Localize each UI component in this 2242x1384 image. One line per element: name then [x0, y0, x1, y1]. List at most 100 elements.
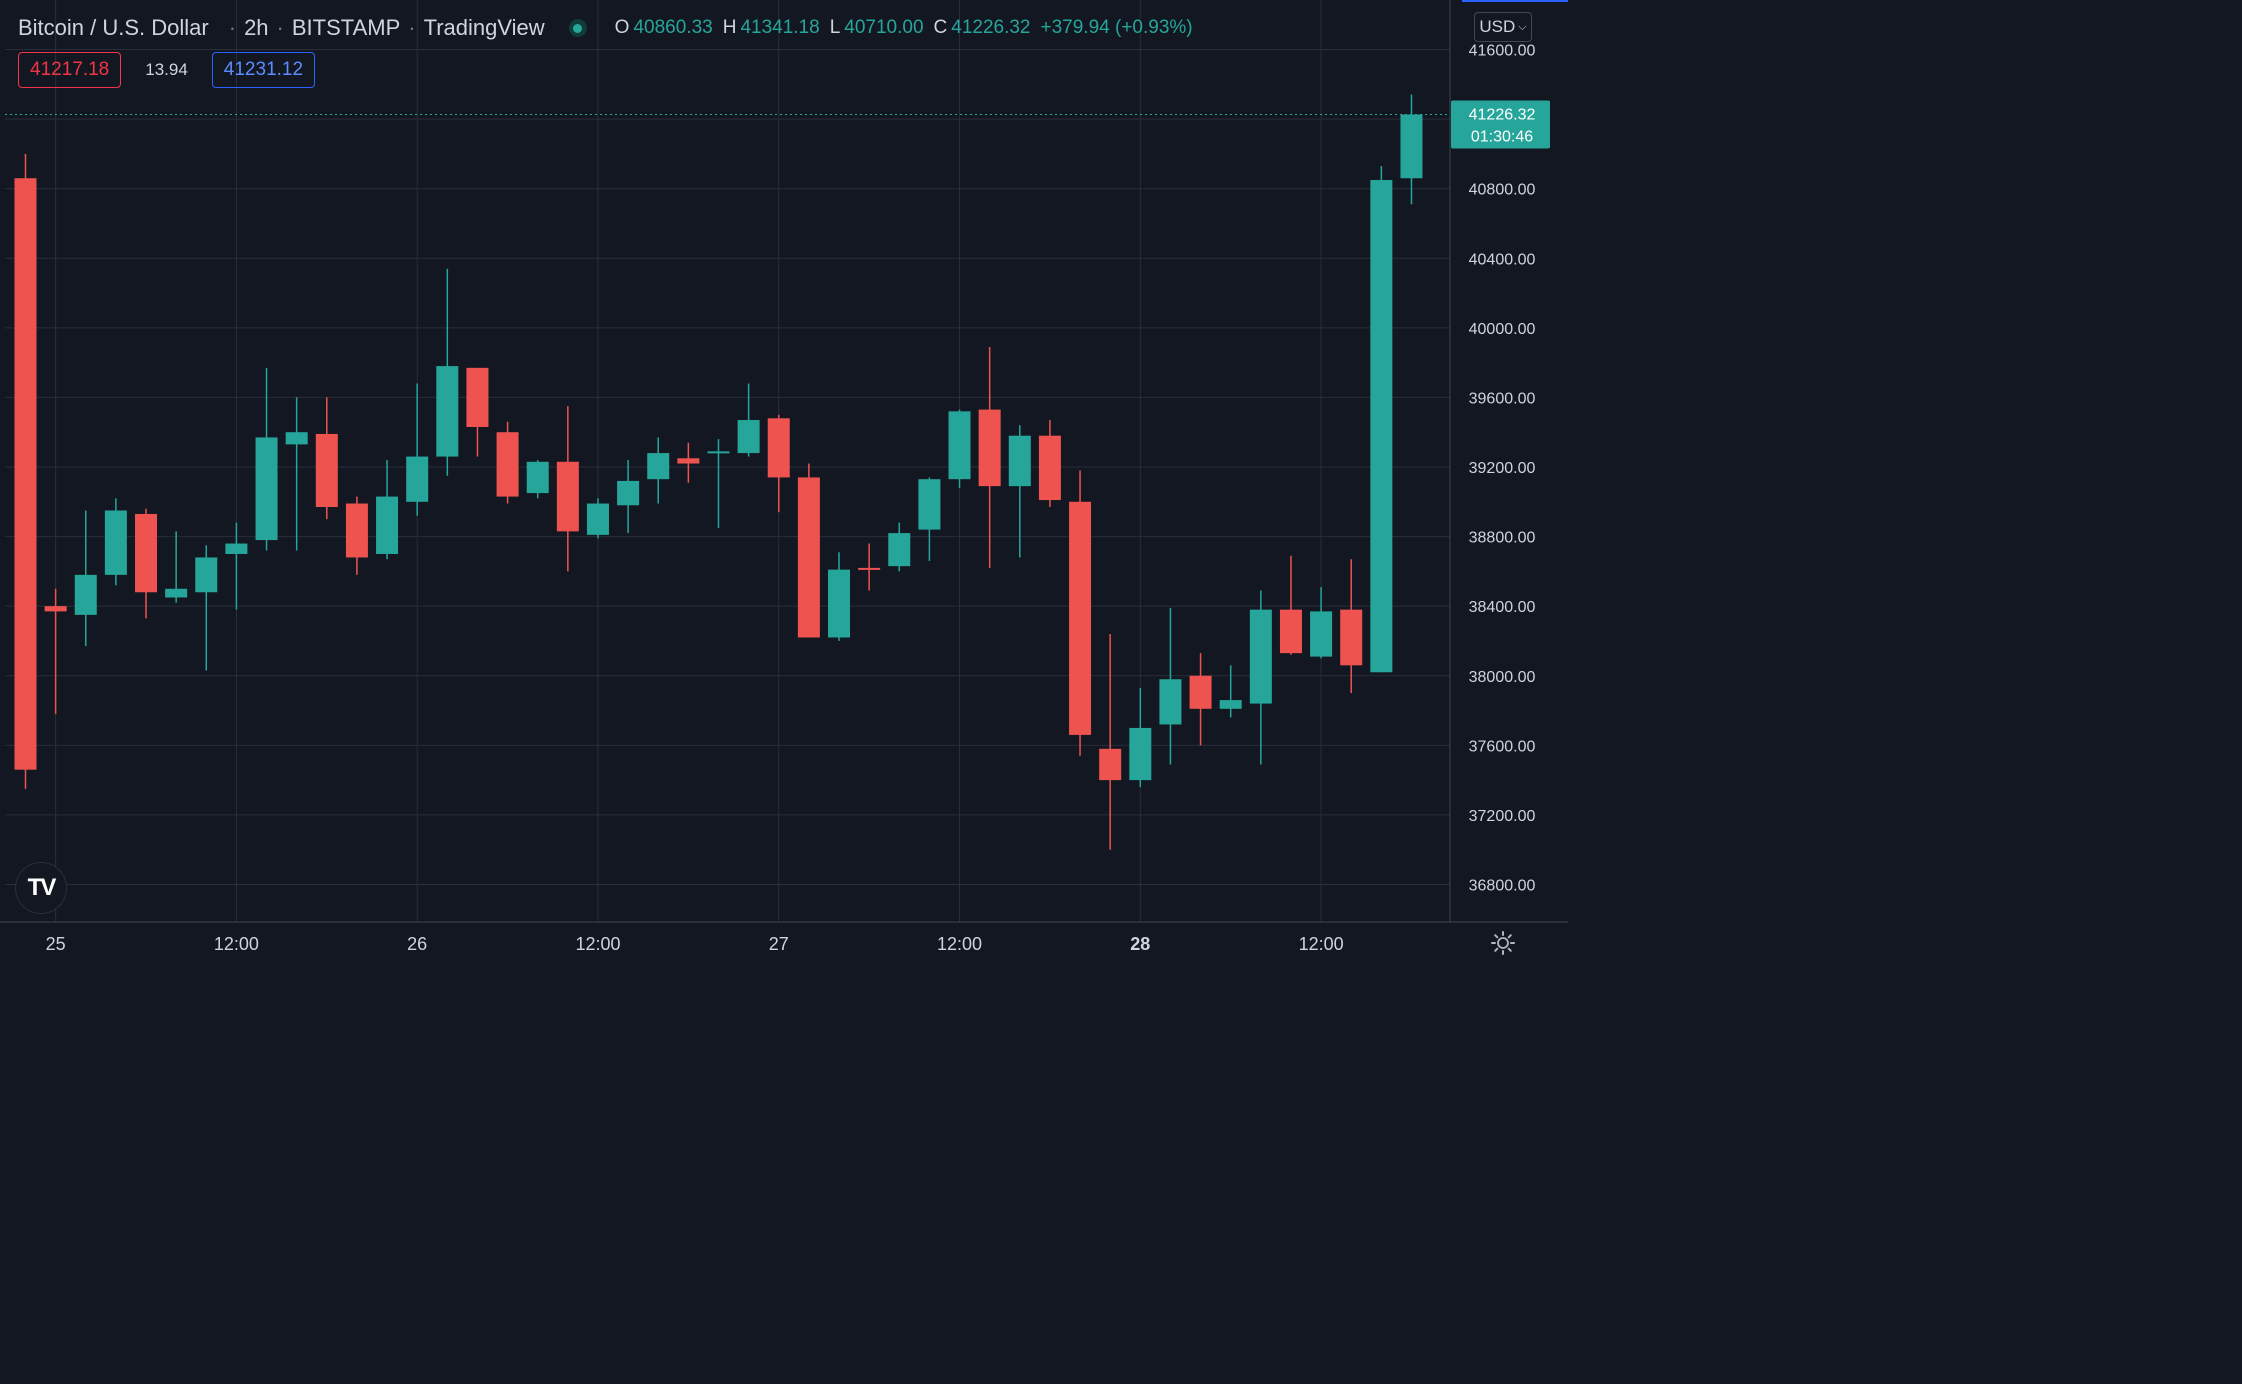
candle — [44, 588, 67, 715]
candle — [1400, 94, 1423, 205]
candle — [797, 463, 820, 638]
candle — [1038, 420, 1061, 508]
candle — [14, 153, 37, 789]
top-accent-bar — [1462, 0, 1568, 2]
symbol-title[interactable]: Bitcoin / U.S. Dollar — [18, 15, 209, 40]
candle — [1340, 559, 1363, 694]
candle — [1310, 587, 1333, 659]
separator: · — [408, 15, 416, 40]
candle — [165, 531, 188, 603]
candle-body — [1340, 609, 1363, 666]
last-price-label: 41226.32 — [1469, 107, 1536, 124]
last-price-badge — [1451, 100, 1550, 149]
candle-body — [707, 451, 730, 454]
price-tick-label: 38800.00 — [1469, 530, 1536, 547]
time-tick-label: 12:00 — [214, 934, 259, 954]
open-value: 40860.33 — [633, 17, 713, 38]
candle-body — [1038, 435, 1061, 501]
candle-body — [1279, 609, 1302, 654]
last-price-layer: 41226.32 01:30:46 — [5, 100, 1550, 149]
price-tick-label: 38400.00 — [1469, 599, 1536, 616]
currency-selector[interactable]: USD ⌵ — [1474, 12, 1532, 42]
candle-body — [1310, 611, 1333, 657]
candle-body — [345, 503, 368, 558]
sell-price-button[interactable]: 41217.18 — [18, 52, 122, 88]
price-tick-label: 40400.00 — [1469, 251, 1536, 268]
change-value: +379.94 (+0.93%) — [1040, 17, 1193, 38]
candle-body — [948, 411, 971, 480]
candle-body — [406, 456, 429, 502]
candle-body — [1159, 679, 1182, 725]
candle — [767, 414, 790, 513]
grid-lines — [5, 0, 1450, 922]
candle — [255, 367, 278, 551]
candle-body — [1129, 727, 1152, 781]
buy-price-button[interactable]: 41231.12 — [211, 52, 316, 88]
price-tick-label: 37200.00 — [1469, 808, 1536, 825]
close-value: 41226.32 — [951, 17, 1031, 38]
candle — [74, 510, 97, 647]
candle-body — [586, 503, 609, 535]
price-tick-label: 38000.00 — [1469, 669, 1536, 686]
candle-body — [165, 588, 188, 598]
candle — [1249, 590, 1272, 765]
candle — [1370, 166, 1393, 673]
price-tick-label: 39200.00 — [1469, 460, 1536, 477]
chevron-down-icon: ⌵ — [1518, 20, 1527, 33]
live-status-dot-icon — [568, 19, 587, 37]
candle-body — [195, 557, 218, 593]
candle-body — [858, 567, 881, 570]
time-tick-label: 27 — [769, 934, 789, 954]
candle-body — [1189, 675, 1212, 709]
candle-body — [315, 433, 338, 508]
candle-body — [918, 479, 941, 530]
price-tick-label: 40000.00 — [1469, 321, 1536, 338]
separator: · — [276, 15, 284, 40]
candle — [1008, 425, 1031, 558]
candle-body — [44, 606, 67, 612]
price-tick-label: 41600.00 — [1469, 43, 1536, 60]
candle — [677, 442, 700, 483]
candle — [436, 268, 459, 476]
price-tick-label: 36800.00 — [1469, 878, 1536, 895]
ohlc-values: O 40860.33 H 41341.18 L 40710.00 C 41226.32 … — [615, 17, 1199, 39]
candle-body — [255, 437, 278, 541]
settings-gear-icon[interactable] — [1490, 930, 1516, 956]
candle-body — [135, 513, 158, 593]
candle — [496, 421, 519, 504]
candle-body — [828, 569, 851, 638]
candle-body — [677, 458, 700, 464]
candle-body — [888, 533, 911, 567]
platform-label: TradingView — [423, 15, 545, 40]
high-label: H — [722, 17, 737, 38]
candle — [1159, 607, 1182, 765]
close-label: C — [933, 17, 948, 38]
candle — [225, 522, 248, 610]
exchange-label: BITSTAMP — [291, 15, 401, 40]
currency-label: USD — [1479, 17, 1516, 36]
chart-header: Bitcoin / U.S. Dollar · 2h · BITSTAMP · … — [18, 12, 1199, 44]
candle-body — [436, 366, 459, 457]
candle-body — [737, 420, 760, 454]
candle — [617, 460, 640, 534]
time-tick-label: 12:00 — [1299, 934, 1344, 954]
candle — [526, 460, 549, 499]
candle-body — [1069, 501, 1092, 735]
candle-body — [466, 367, 489, 427]
candle-body — [1249, 609, 1272, 704]
candle-body — [978, 409, 1001, 487]
candle — [828, 552, 851, 641]
candle — [978, 346, 1001, 568]
axes-layer: 41600.00 40800.00 40400.00 40000.00 39600.00… — [0, 0, 1568, 954]
tradingview-logo-icon[interactable]: TV — [15, 862, 67, 914]
candlestick-chart[interactable]: 41600.00 40800.00 40400.00 40000.00 39600.00… — [0, 0, 1568, 968]
candle-body — [556, 461, 579, 532]
interval-label[interactable]: 2h — [244, 15, 269, 40]
candle — [285, 397, 308, 551]
candle — [1189, 653, 1212, 746]
candle — [707, 439, 730, 528]
candle-body — [797, 477, 820, 638]
candle-body — [617, 480, 640, 506]
candle-body — [1099, 748, 1122, 781]
candle — [406, 383, 429, 516]
